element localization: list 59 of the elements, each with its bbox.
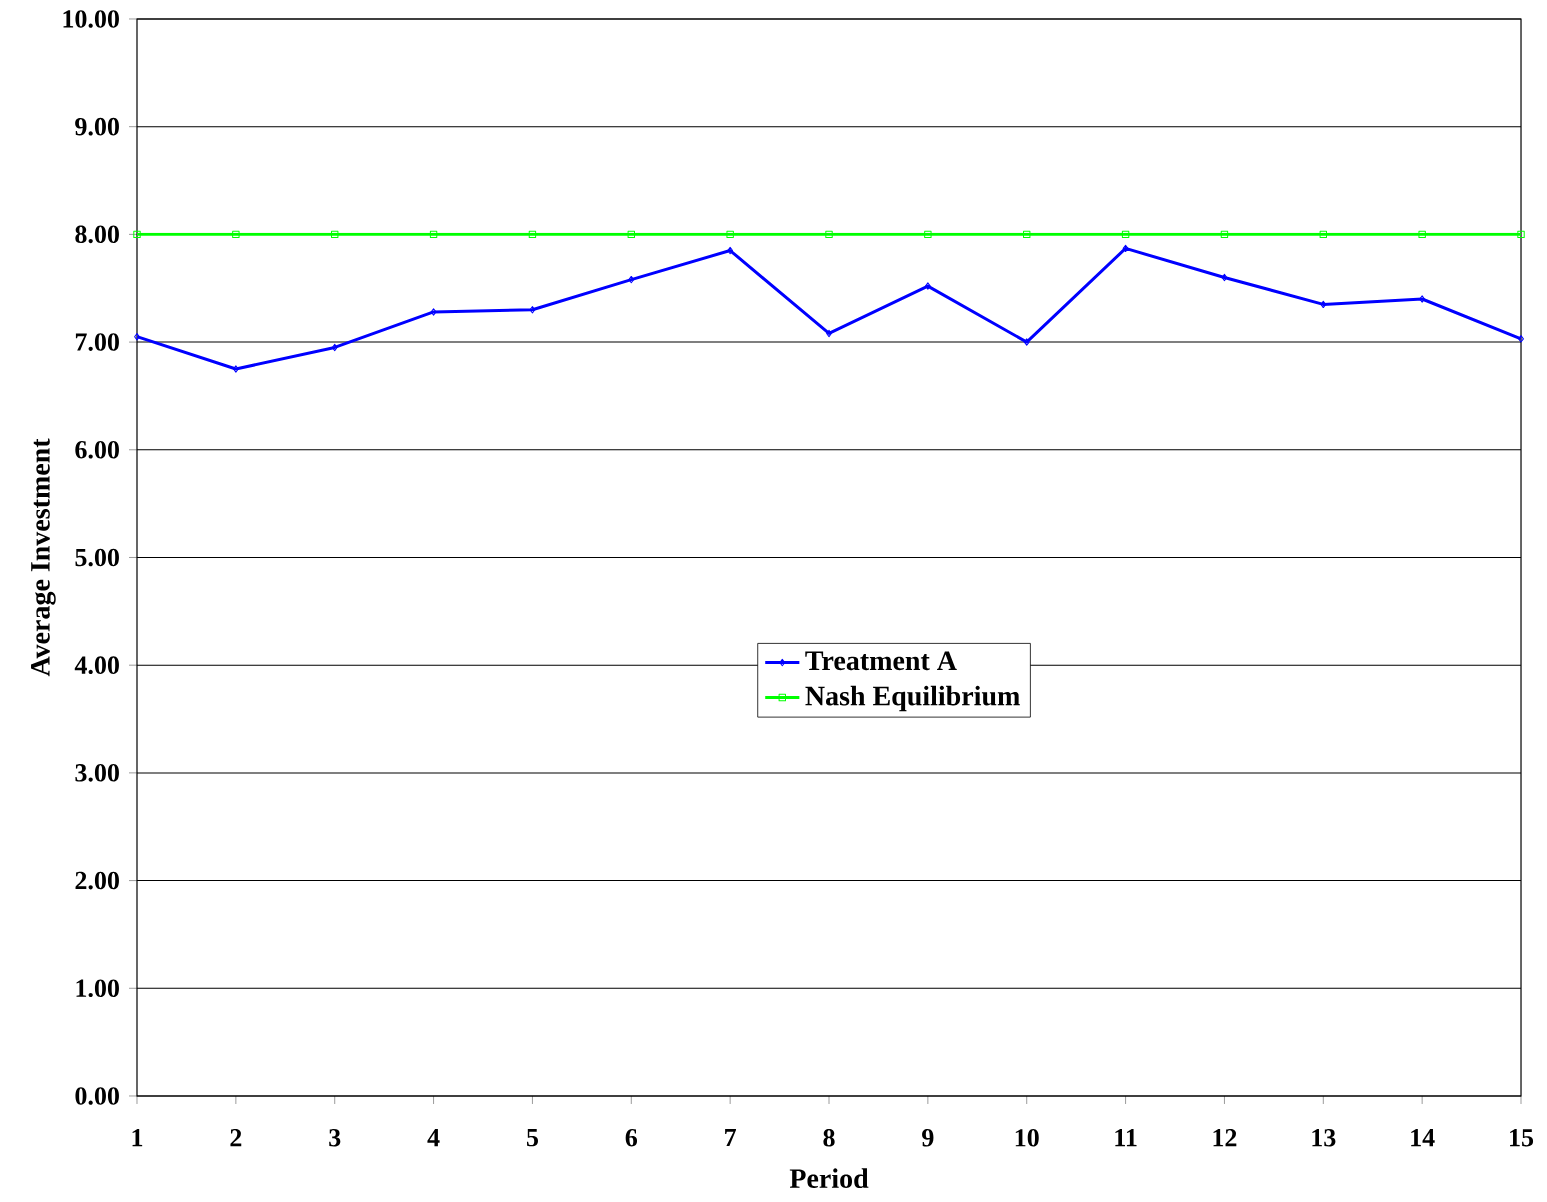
y-tick-label: 2.00 (75, 871, 119, 890)
y-tick-label: 8.00 (75, 225, 119, 244)
x-tick-label: 8 (823, 1129, 835, 1147)
legend-label: Nash Equilibrium (805, 685, 1020, 712)
point (1517, 230, 1525, 239)
x-tick-label: 1 (132, 1129, 143, 1147)
y-tick-label: 4.00 (74, 656, 119, 675)
point (1221, 273, 1228, 282)
point (1320, 300, 1327, 309)
x-tick-label: 7 (725, 1129, 737, 1147)
point (331, 230, 339, 239)
point (727, 246, 734, 255)
point (1122, 244, 1129, 253)
point (726, 230, 734, 239)
point (430, 308, 437, 316)
point (1220, 230, 1229, 239)
y-axis-title: Average Investment (31, 438, 56, 677)
point (825, 230, 833, 239)
point (1418, 230, 1426, 239)
point (528, 230, 537, 239)
point (429, 230, 438, 239)
x-tick-label: 3 (329, 1129, 341, 1147)
point (1121, 230, 1130, 239)
point (1319, 230, 1327, 239)
y-tick-label: 3.00 (75, 764, 119, 782)
x-tick-label: 6 (625, 1129, 638, 1147)
point (924, 282, 931, 290)
line-series (134, 244, 1524, 373)
x-tick-label: 13 (1312, 1129, 1336, 1147)
x-tick-label: 9 (922, 1129, 934, 1147)
legend-label: Treatment A (805, 651, 957, 671)
x-axis-title: Period (789, 1168, 869, 1189)
point (1023, 230, 1031, 239)
point (924, 230, 932, 239)
x-tick-label: 12 (1213, 1129, 1237, 1147)
x-tick-label: 15 (1510, 1129, 1534, 1147)
x-tick-label: 10 (1015, 1129, 1039, 1147)
x-tick-label: 4 (427, 1129, 440, 1147)
x-tick-label: 2 (230, 1129, 242, 1147)
y-tick-label: 1.00 (76, 979, 119, 998)
x-tick-label: 11 (1115, 1129, 1137, 1147)
point (529, 306, 536, 314)
x-tick-label: 5 (526, 1129, 538, 1147)
x-tick-label: 14 (1411, 1129, 1435, 1147)
y-tick-label: 6.00 (75, 440, 119, 459)
point (1518, 335, 1524, 343)
point (133, 230, 141, 239)
point (232, 230, 240, 239)
y-tick-label: 5.00 (75, 548, 119, 567)
point (232, 365, 239, 373)
y-tick-label: 9.00 (75, 117, 119, 136)
y-tick-label: 0.00 (75, 1087, 119, 1105)
point (1023, 338, 1030, 346)
y-tick-label: 10.00 (63, 10, 119, 28)
point (331, 343, 338, 352)
y-tick-label: 7.00 (75, 333, 119, 351)
point (628, 275, 635, 284)
point (627, 230, 635, 239)
point (1419, 295, 1426, 303)
